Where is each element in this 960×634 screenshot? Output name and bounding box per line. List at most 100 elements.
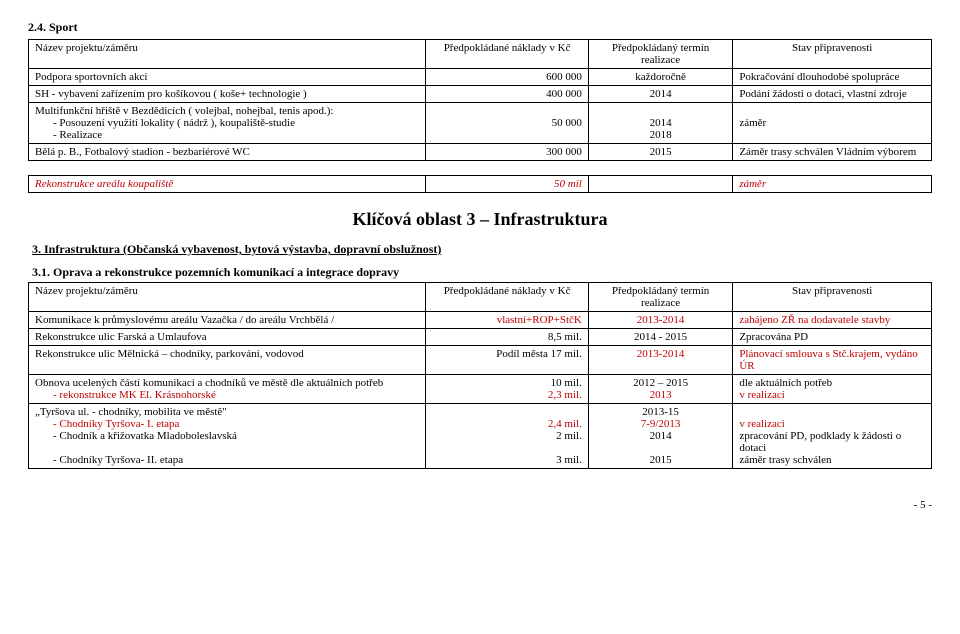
table-row: Podpora sportovních akcí 600 000 každoro… (29, 69, 932, 86)
status-line: dle aktuálních potřeb (739, 377, 832, 389)
term-line: 2014 (650, 430, 672, 442)
page-number: - 5 - (28, 499, 932, 511)
term-line: 7-9/2013 (641, 418, 681, 430)
cell-term: 2014 2018 (588, 103, 732, 144)
table-row: Rekonstrukce ulic Mělnická – chodníky, p… (29, 346, 932, 375)
col-header-status: Stav připravenosti (733, 40, 932, 69)
cost-line: 2,4 mil. (548, 418, 582, 430)
cell-cost: vlastní+ROP+StčK (426, 312, 589, 329)
cost-line: 2 mil. (556, 430, 582, 442)
name-line: Obnova ucelených částí komunikací a chod… (35, 377, 383, 389)
subsection-heading: 3.1. Oprava a rekonstrukce pozemních kom… (32, 265, 932, 280)
table-row: SH - vybavení zařízením pro košíkovou ( … (29, 86, 932, 103)
section-heading-infra: 3. Infrastruktura (Občanská vybavenost, … (32, 242, 932, 257)
cell-name: Rekonstrukce ulic Farská a Umlaufova (29, 329, 426, 346)
col-header-term: Předpokládaný termín realizace (588, 283, 732, 312)
sub-list: Posouzení využití lokality ( nádrž ), ko… (35, 117, 419, 141)
table-header-row: Název projektu/záměru Předpokládané nákl… (29, 283, 932, 312)
cell-cost: 2,4 mil. 2 mil. 3 mil. (426, 404, 589, 469)
cell-status: Pokračování dlouhodobé spolupráce (733, 69, 932, 86)
cell-name: Bělá p. B., Fotbalový stadion - bezbarié… (29, 144, 426, 161)
cell-term: 2015 (588, 144, 732, 161)
cell-cost: 8,5 mil. (426, 329, 589, 346)
cost-line: 10 mil. (551, 377, 582, 389)
col-header-name: Název projektu/záměru (29, 283, 426, 312)
status-line: v realizaci (739, 389, 785, 401)
section-heading-sport: 2.4. Sport (28, 20, 932, 35)
cell-status-value: záměr (739, 117, 766, 129)
sub-item: Realizace (53, 129, 419, 141)
cell-cost: 300 000 (426, 144, 589, 161)
cell-status: Zpracována PD (733, 329, 932, 346)
term-line: 2013 (650, 389, 672, 401)
col-header-cost: Předpokládané náklady v Kč (426, 283, 589, 312)
cell-cost-italic: 50 mil (554, 178, 582, 190)
cell-name: Rekonstrukce ulic Mělnická – chodníky, p… (29, 346, 426, 375)
status-line: v realizaci (739, 418, 785, 430)
cell-name-main: „Tyršova ul. - chodníky, mobilita ve měs… (35, 406, 227, 418)
cell-name: Komunikace k průmyslovému areálu Vazačka… (29, 312, 426, 329)
sub-list: Chodníky Tyršova- I. etapa Chodník a kři… (35, 418, 419, 442)
cell-status: dle aktuálních potřeb v realizaci (733, 375, 932, 404)
col-header-cost: Předpokládané náklady v Kč (426, 40, 589, 69)
sport-standalone-table: Rekonstrukce areálu koupaliště 50 mil zá… (28, 175, 932, 193)
cell-cost: 400 000 (426, 86, 589, 103)
cell-cost-value: 50 000 (552, 117, 582, 129)
area-title: Klíčová oblast 3 – Infrastruktura (28, 209, 932, 230)
cell-status-italic: záměr (739, 178, 766, 190)
table-row: Multifunkční hřiště v Bezdědicích ( vole… (29, 103, 932, 144)
cell-term: 2014 - 2015 (588, 329, 732, 346)
table-row: Rekonstrukce ulic Farská a Umlaufova 8,5… (29, 329, 932, 346)
cell-name: Obnova ucelených částí komunikací a chod… (29, 375, 426, 404)
sub-list: Chodníky Tyršova- II. etapa (35, 454, 419, 466)
cell-status: Plánovací smlouva s Stč.krajem, vydáno Ú… (733, 346, 932, 375)
cell-cost: 600 000 (426, 69, 589, 86)
cell-name: Multifunkční hřiště v Bezdědicích ( vole… (29, 103, 426, 144)
sub-item: Chodníky Tyršova- II. etapa (53, 454, 419, 466)
table-row: Komunikace k průmyslovému areálu Vazačka… (29, 312, 932, 329)
cell-cost: 10 mil. 2,3 mil. (426, 375, 589, 404)
term-line: 2013-15 (642, 406, 679, 418)
cell-term: 2013-2014 (588, 346, 732, 375)
cell-status: záměr (733, 103, 932, 144)
cell-name-main: Multifunkční hřiště v Bezdědicích ( vole… (35, 105, 333, 117)
cost-line: 3 mil. (556, 454, 582, 466)
cell-status: zahájeno ZŘ na dodavatele stavby (733, 312, 932, 329)
status-line: zpracování PD, podklady k žádosti o dota… (739, 430, 901, 454)
table-row: Rekonstrukce areálu koupaliště 50 mil zá… (29, 176, 932, 193)
infra-table: Název projektu/záměru Předpokládané nákl… (28, 282, 932, 469)
cell-name: Podpora sportovních akcí (29, 69, 426, 86)
cell-term: 2014 (588, 86, 732, 103)
term-line: 2012 – 2015 (633, 377, 688, 389)
cell-name: SH - vybavení zařízením pro košíkovou ( … (29, 86, 426, 103)
sub-item: Chodník a křižovatka Mladoboleslavská (53, 430, 419, 442)
cell-status: Záměr trasy schválen Vládním výborem (733, 144, 932, 161)
col-header-name: Název projektu/záměru (29, 40, 426, 69)
cell-cost: 50 000 (426, 103, 589, 144)
cell-status: záměr (733, 176, 932, 193)
cost-line: 2,3 mil. (548, 389, 582, 401)
cell-cost: Podíl města 17 mil. (426, 346, 589, 375)
term-line: 2014 (650, 117, 672, 129)
col-header-term: Předpokládaný termín realizace (588, 40, 732, 69)
table-row: „Tyršova ul. - chodníky, mobilita ve měs… (29, 404, 932, 469)
sub-item: Posouzení využití lokality ( nádrž ), ko… (53, 117, 419, 129)
term-line: 2015 (650, 454, 672, 466)
cell-term: 2012 – 2015 2013 (588, 375, 732, 404)
cell-cost: 50 mil (426, 176, 589, 193)
term-line: 2018 (650, 129, 672, 141)
cell-term: každoročně (588, 69, 732, 86)
sub-item: Chodníky Tyršova- I. etapa (53, 418, 419, 430)
cell-status: v realizaci zpracování PD, podklady k žá… (733, 404, 932, 469)
status-line: záměr trasy schválen (739, 454, 831, 466)
cell-term: 2013-2014 (588, 312, 732, 329)
cell-name-italic: Rekonstrukce areálu koupaliště (35, 178, 173, 190)
cell-name: Rekonstrukce areálu koupaliště (29, 176, 426, 193)
sub-list: rekonstrukce MK El. Krásnohorské (35, 389, 419, 401)
sport-table: Název projektu/záměru Předpokládané nákl… (28, 39, 932, 161)
col-header-status: Stav připravenosti (733, 283, 932, 312)
cell-term: 2013-15 7-9/2013 2014 2015 (588, 404, 732, 469)
cell-term (588, 176, 732, 193)
table-row: Bělá p. B., Fotbalový stadion - bezbarié… (29, 144, 932, 161)
sub-item: rekonstrukce MK El. Krásnohorské (53, 389, 419, 401)
